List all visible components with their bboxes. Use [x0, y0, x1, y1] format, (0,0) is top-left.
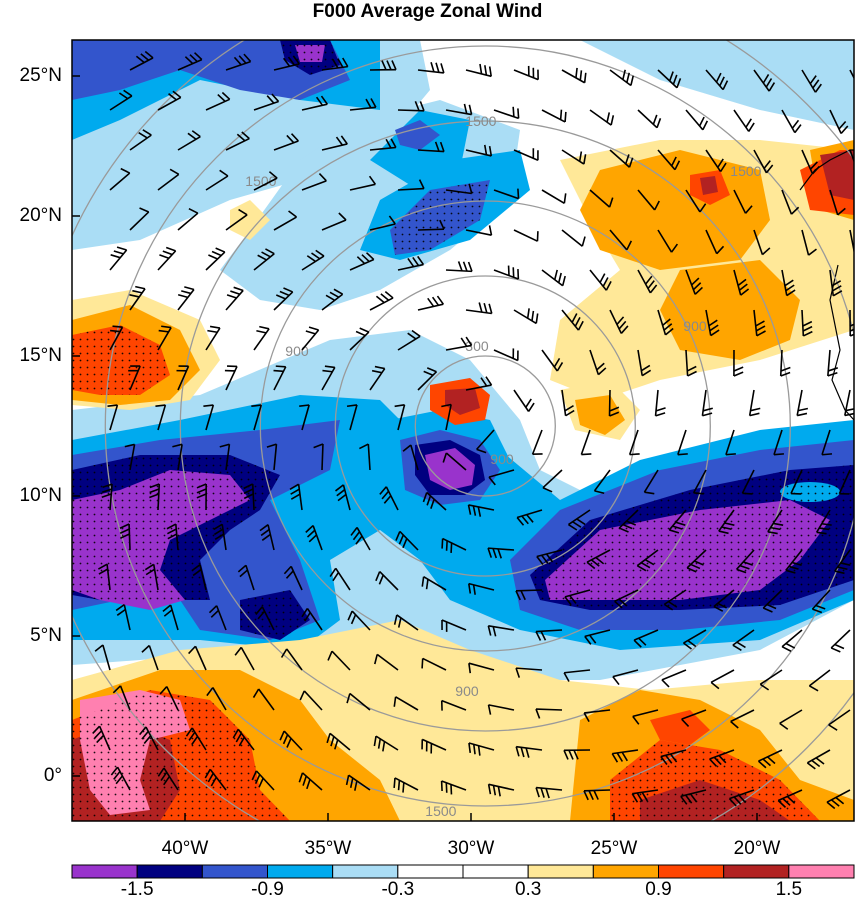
longitude-label: 30°W [431, 838, 511, 860]
colorbar-swatch [593, 865, 658, 878]
range-ring-label: 900 [683, 318, 707, 334]
latitude-label: 0° [0, 766, 62, 786]
latitude-label: 15°N [0, 346, 62, 366]
range-ring-label: 900 [455, 683, 479, 699]
longitude-label: 20°W [717, 838, 797, 860]
colorbar-label: -0.3 [368, 879, 428, 901]
colorbar-swatch [528, 865, 593, 878]
colorbar-swatch [724, 865, 789, 878]
colorbar-label: -0.9 [238, 879, 298, 901]
colorbar-label: 0.9 [629, 879, 689, 901]
longitude-label: 40°W [145, 838, 225, 860]
longitude-label: 25°W [574, 838, 654, 860]
range-ring-label: 1500 [465, 113, 496, 129]
latitude-label: 10°N [0, 486, 62, 506]
colorbar-swatch [268, 865, 333, 878]
colorbar-label: -1.5 [107, 879, 167, 901]
colorbar-label: 1.5 [759, 879, 819, 901]
colorbar-swatch [398, 865, 463, 878]
colorbar [72, 865, 854, 878]
latitude-label: 20°N [0, 206, 62, 226]
colorbar-swatch [789, 865, 854, 878]
colorbar-swatch [202, 865, 267, 878]
colorbar-swatch [72, 865, 137, 878]
colorbar-swatch [137, 865, 202, 878]
latitude-label: 5°N [0, 626, 62, 646]
colorbar-label: 0.3 [498, 879, 558, 901]
range-ring-label: 1500 [425, 803, 456, 819]
latitude-label: 25°N [0, 66, 62, 86]
range-ring-label: 1500 [730, 163, 761, 179]
colorbar-swatch [659, 865, 724, 878]
colorbar-swatch [333, 865, 398, 878]
colorbar-swatch [463, 865, 528, 878]
range-ring-label: 900 [490, 451, 514, 467]
longitude-label: 35°W [288, 838, 368, 860]
